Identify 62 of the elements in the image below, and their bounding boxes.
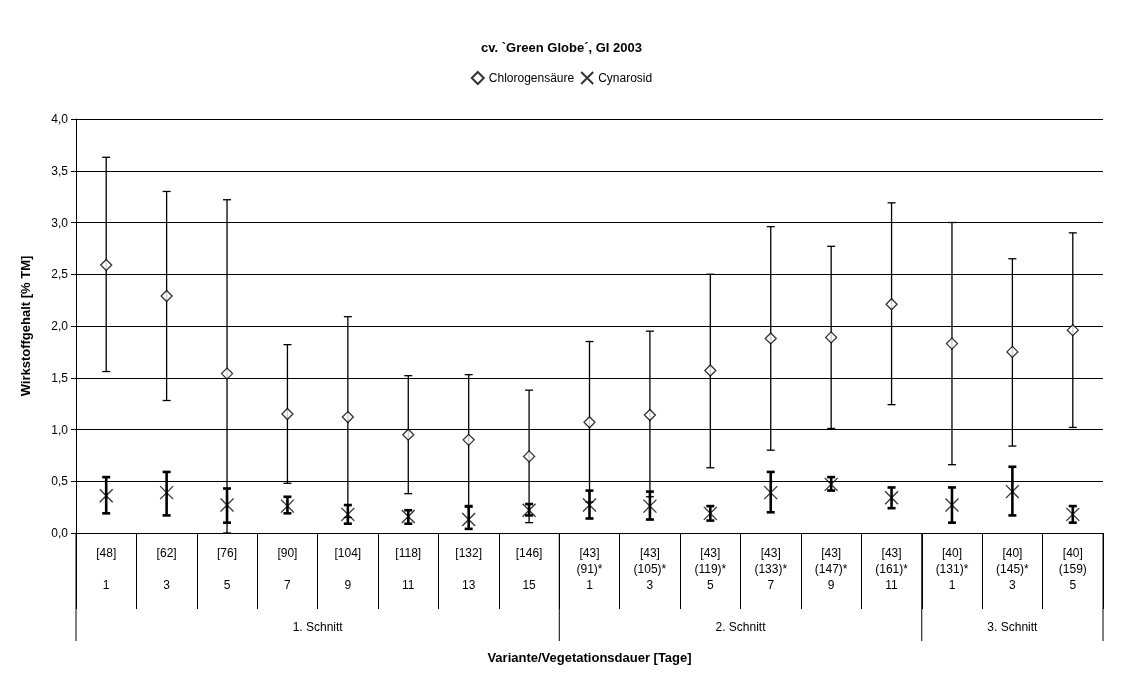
category-label: [48] 1 (96, 546, 117, 592)
y-axis-title: Wirkstoffgehalt [% TM] (18, 255, 33, 397)
point (884, 490, 899, 505)
y-tick-label: 2,0 (51, 319, 69, 333)
point (704, 364, 717, 377)
x-tick-label: [43] (147)* 9 (814, 546, 848, 592)
point (462, 433, 475, 446)
point (159, 485, 174, 500)
y-tick-label: 0,0 (51, 526, 69, 540)
point (583, 416, 596, 429)
point (219, 497, 235, 513)
point (100, 258, 113, 272)
category-label: [118] 11 (395, 546, 422, 592)
y-tick-label: 0,5 (51, 474, 69, 489)
point (885, 298, 898, 311)
category-label: [104] 9 (334, 546, 362, 592)
y-tick-label: 3,0 (51, 215, 69, 230)
category-label: [62] 3 (156, 546, 177, 592)
text: 1. Schnitt (292, 620, 344, 634)
x-tick-label: [40] (145)* 3 (996, 546, 1030, 592)
point (825, 331, 838, 344)
legend-label: Chlorogensäure (488, 71, 575, 85)
point (1066, 323, 1079, 337)
point (642, 498, 658, 514)
point (402, 428, 415, 441)
point (522, 450, 536, 463)
point (461, 512, 476, 527)
point (945, 337, 959, 350)
y-tick-label: 4,0 (51, 112, 69, 126)
text: 2. Schnitt (715, 620, 767, 634)
category-label: [132] 13 (455, 546, 483, 592)
point (220, 367, 234, 380)
point (944, 497, 960, 513)
x-tick-label: [43] (91)* 1 (576, 546, 603, 592)
point (582, 497, 597, 513)
point (99, 488, 114, 503)
x-tick-label: [43] (161)* 11 (875, 546, 909, 592)
y-tick-label: 1,5 (51, 370, 69, 385)
point (763, 485, 778, 500)
x-axis-title: Variante/Vegetationsdauer [Tage] (487, 650, 692, 665)
y-tick-label: 3,5 (51, 163, 69, 178)
point (160, 289, 173, 303)
point (341, 410, 354, 424)
x-tick-label: [40] (131)* 1 (935, 546, 969, 592)
x-tick-label: [43] (119)* 5 (694, 546, 727, 592)
legend-label: Cynarosid (598, 71, 653, 85)
x-tick-label: [43] (105)* 3 (633, 546, 667, 592)
y-tick-label: 1,0 (51, 422, 69, 437)
point (281, 407, 294, 421)
x-tick-label: [40] (159) 5 (1058, 546, 1087, 592)
category-label: [90] 7 (277, 546, 298, 592)
category-label: [76] 5 (217, 546, 238, 592)
point (1006, 345, 1019, 359)
text: 3. Schnitt (987, 620, 1039, 634)
point (764, 332, 777, 345)
point (1005, 484, 1020, 499)
chart-title: cv. `Green Globe´, GI 2003 (481, 40, 642, 55)
point (340, 507, 355, 522)
y-tick-label: 2,5 (51, 267, 69, 282)
point (643, 408, 657, 422)
x-tick-label: [43] (133)* 7 (754, 546, 788, 592)
category-label: [146] 15 (515, 546, 543, 592)
